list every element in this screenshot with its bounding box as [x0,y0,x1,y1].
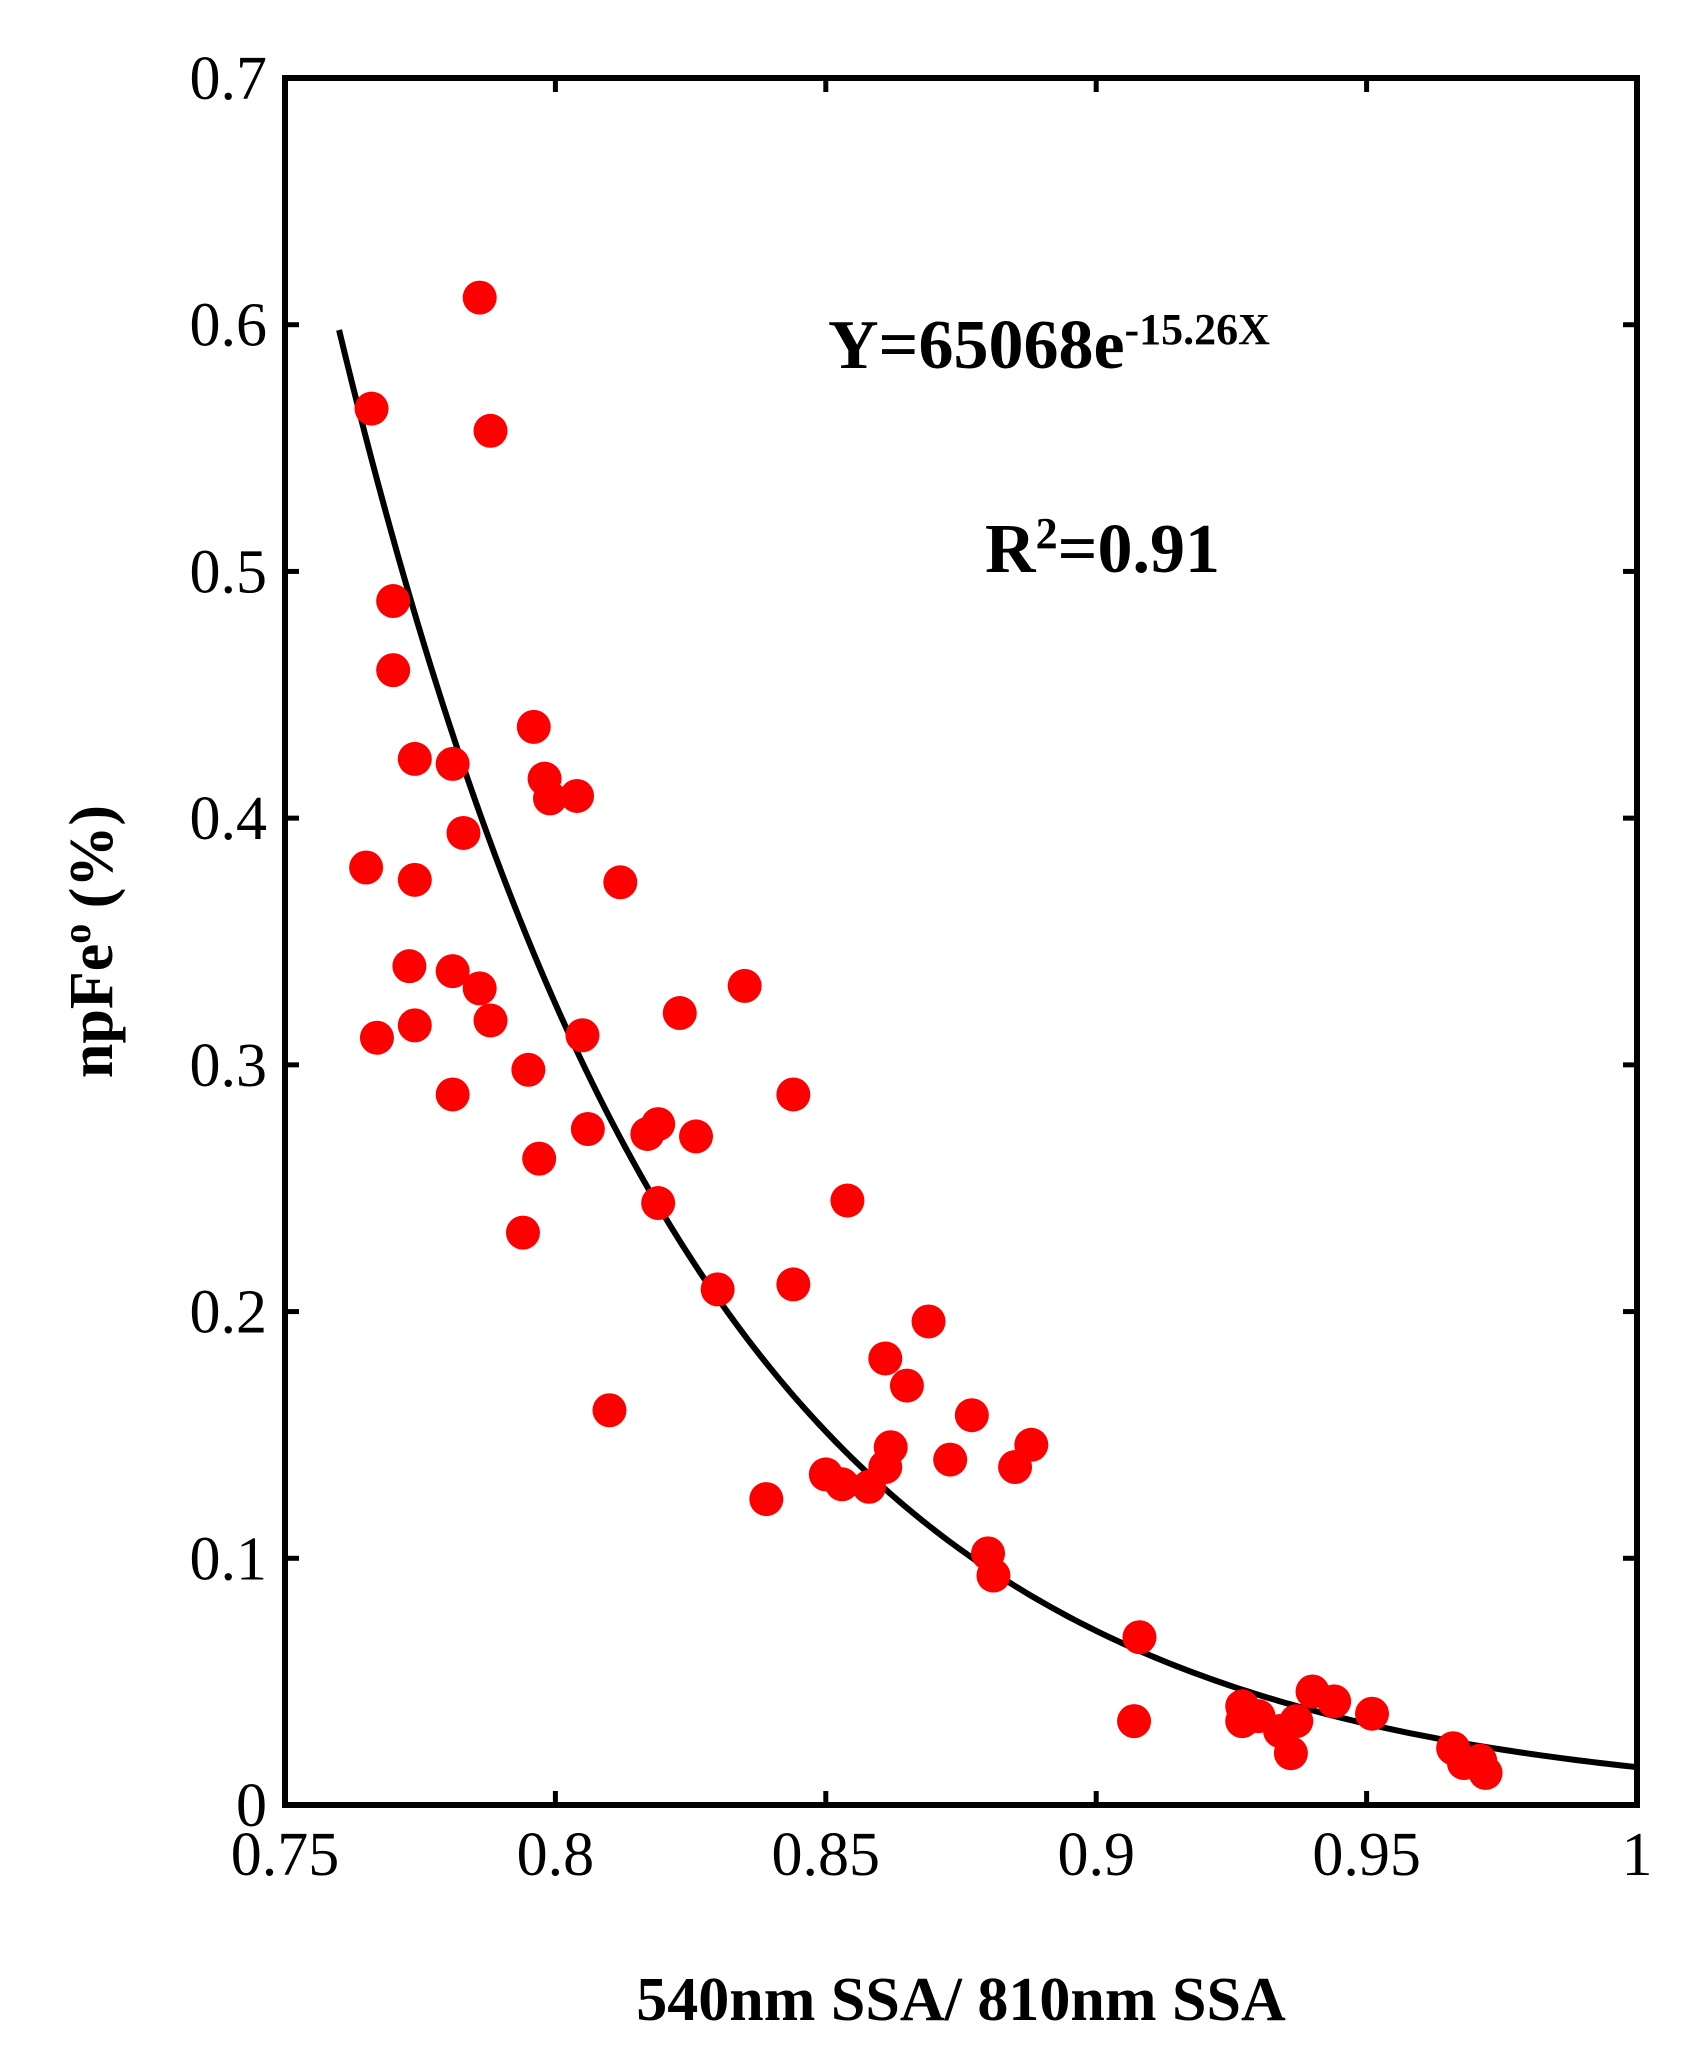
data-point [376,584,411,619]
data-point [933,1442,968,1477]
r-squared-main: R [985,511,1037,588]
data-point [397,1008,432,1043]
data-point [679,1119,714,1154]
data-point [603,865,638,900]
data-point [473,413,508,448]
data-point [511,1052,546,1087]
x-tick-label: 0.85 [772,1821,881,1889]
data-point [1122,1620,1157,1655]
data-point [868,1341,903,1376]
x-tick-label: 0.95 [1312,1821,1421,1889]
data-point [1014,1427,1049,1462]
tick-labels-layer: 0.75 0.8 0.85 0.9 0.95 1 0 0.1 0.2 0.3 0.4 0.5 0.6 0.… [190,45,1653,1889]
y-tick-label: 0.6 [190,292,268,360]
data-point [376,653,411,688]
data-point [1279,1704,1314,1739]
axis-ticks-layer [282,75,1640,1808]
fit-equation-annotation: Y=65068e-15.26X [828,305,1270,385]
data-point [462,971,497,1006]
x-tick-label: 1 [1622,1821,1653,1889]
x-tick-label: 0.75 [231,1821,340,1889]
data-point [392,949,427,984]
data-point [825,1467,860,1502]
data-point [1117,1704,1152,1739]
data-point [776,1267,811,1302]
y-axis-title-superscript: o [54,924,99,944]
x-tick-label: 0.8 [517,1821,595,1889]
data-point [749,1482,784,1517]
data-point [1468,1755,1503,1790]
fit-equation-exponent: -15.26X [1125,305,1271,354]
y-tick-label: 0.4 [190,785,268,853]
data-point [570,1112,605,1146]
data-point [700,1272,735,1307]
data-point [359,1020,394,1055]
data-point [976,1558,1011,1593]
y-tick-label: 0.3 [190,1032,268,1100]
data-point [435,954,470,989]
data-point [727,968,762,1003]
data-point [532,781,567,816]
data-point [435,1077,470,1112]
data-point [397,741,432,776]
data-point [911,1304,946,1339]
y-axis-title-unit: (%) [58,805,126,908]
data-points-layer [349,280,1503,1790]
data-point [889,1368,924,1403]
y-tick-label: 0 [236,1772,267,1840]
data-point [522,1141,557,1176]
y-tick-label: 0.1 [190,1525,268,1593]
y-axis-title-main: npFe [58,944,126,1078]
r-squared-value: =0.91 [1058,511,1220,588]
data-point [354,391,389,426]
data-point [462,280,497,315]
x-axis-title: 540nm SSA/ 810nm SSA [636,1966,1286,2034]
y-tick-label: 0.2 [190,1279,268,1347]
data-point [397,862,432,897]
data-point [873,1430,908,1465]
data-point [1273,1736,1308,1771]
data-point [830,1183,865,1218]
r-squared-annotation: R2=0.91 [985,509,1220,589]
fit-equation-main: Y=65068e [828,307,1125,384]
data-point [641,1186,676,1221]
data-point [776,1077,811,1112]
data-point [662,996,697,1031]
data-point [641,1107,676,1142]
data-point [560,778,595,813]
data-point [446,815,481,850]
data-point [435,746,470,781]
data-point [516,709,551,744]
data-point [954,1398,989,1433]
y-tick-label: 0.5 [190,538,268,606]
data-point [1317,1684,1352,1719]
y-axis-title-space [58,908,126,924]
data-point [505,1215,540,1250]
y-axis-title: npFeo (%) [54,805,127,1078]
data-point [592,1393,627,1428]
data-point [349,850,384,885]
r-squared-exponent: 2 [1036,509,1058,558]
x-tick-label: 0.9 [1057,1821,1135,1889]
data-point [473,1003,508,1038]
data-point [565,1018,600,1053]
plot-frame [282,75,1640,1808]
y-tick-label: 0.7 [190,45,268,113]
data-point [1355,1696,1390,1731]
